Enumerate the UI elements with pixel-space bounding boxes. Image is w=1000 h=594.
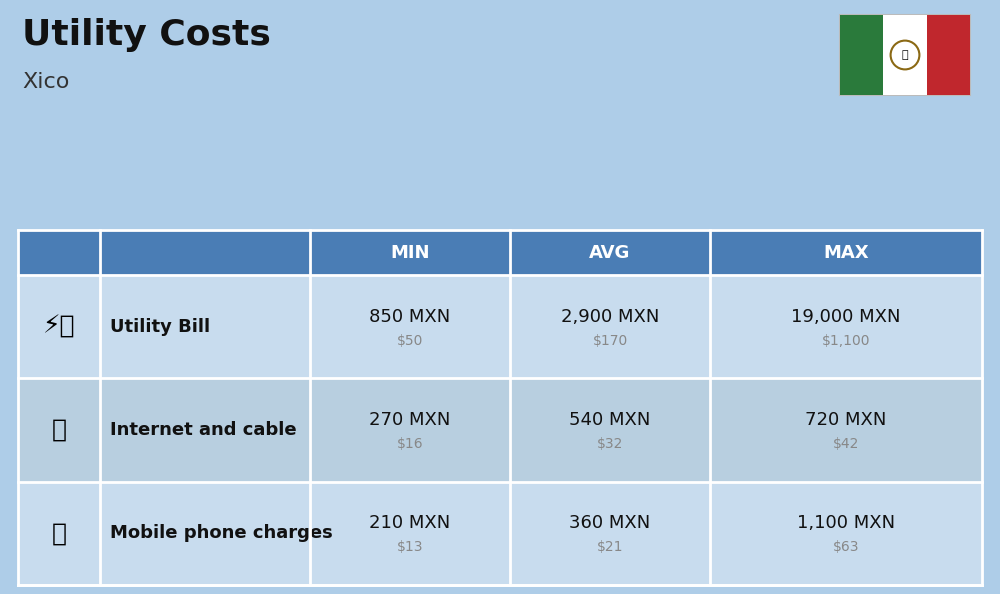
Text: 2,900 MXN: 2,900 MXN [561,308,659,326]
Text: $1,100: $1,100 [822,334,870,347]
Bar [18,378,982,482]
Text: $63: $63 [833,541,859,554]
Text: 📲: 📲 [52,522,66,545]
Text: 850 MXN: 850 MXN [369,308,451,326]
Bar [100,230,310,275]
Text: ⚡🔌: ⚡🔌 [43,315,75,339]
Text: 🦅: 🦅 [902,50,908,60]
Text: $32: $32 [597,437,623,451]
Bar [34,302,84,352]
Text: MIN: MIN [390,244,430,261]
Text: Internet and cable: Internet and cable [110,421,297,439]
Text: MAX: MAX [823,244,869,261]
Text: 1,100 MXN: 1,100 MXN [797,514,895,532]
FancyBboxPatch shape [840,15,970,95]
Bar [34,405,84,455]
Text: 📡: 📡 [52,418,66,442]
Bar [18,230,982,275]
Text: Xico: Xico [22,72,69,92]
Text: Utility Bill: Utility Bill [110,318,210,336]
Bar [34,508,84,558]
Text: $16: $16 [397,437,423,451]
Text: $21: $21 [597,541,623,554]
Bar [18,230,100,275]
Text: 540 MXN: 540 MXN [569,411,651,429]
Bar [840,15,883,95]
Bar [883,15,927,95]
Text: Mobile phone charges: Mobile phone charges [110,525,333,542]
Bar [927,15,970,95]
Text: $170: $170 [592,334,628,347]
Text: $42: $42 [833,437,859,451]
Text: $13: $13 [397,541,423,554]
Text: $50: $50 [397,334,423,347]
Text: 720 MXN: 720 MXN [805,411,887,429]
Text: 19,000 MXN: 19,000 MXN [791,308,901,326]
Text: AVG: AVG [589,244,631,261]
Text: 210 MXN: 210 MXN [369,514,451,532]
Bar [18,482,982,585]
Text: 360 MXN: 360 MXN [569,514,651,532]
Text: 270 MXN: 270 MXN [369,411,451,429]
Bar [18,275,982,378]
Text: Utility Costs: Utility Costs [22,18,271,52]
